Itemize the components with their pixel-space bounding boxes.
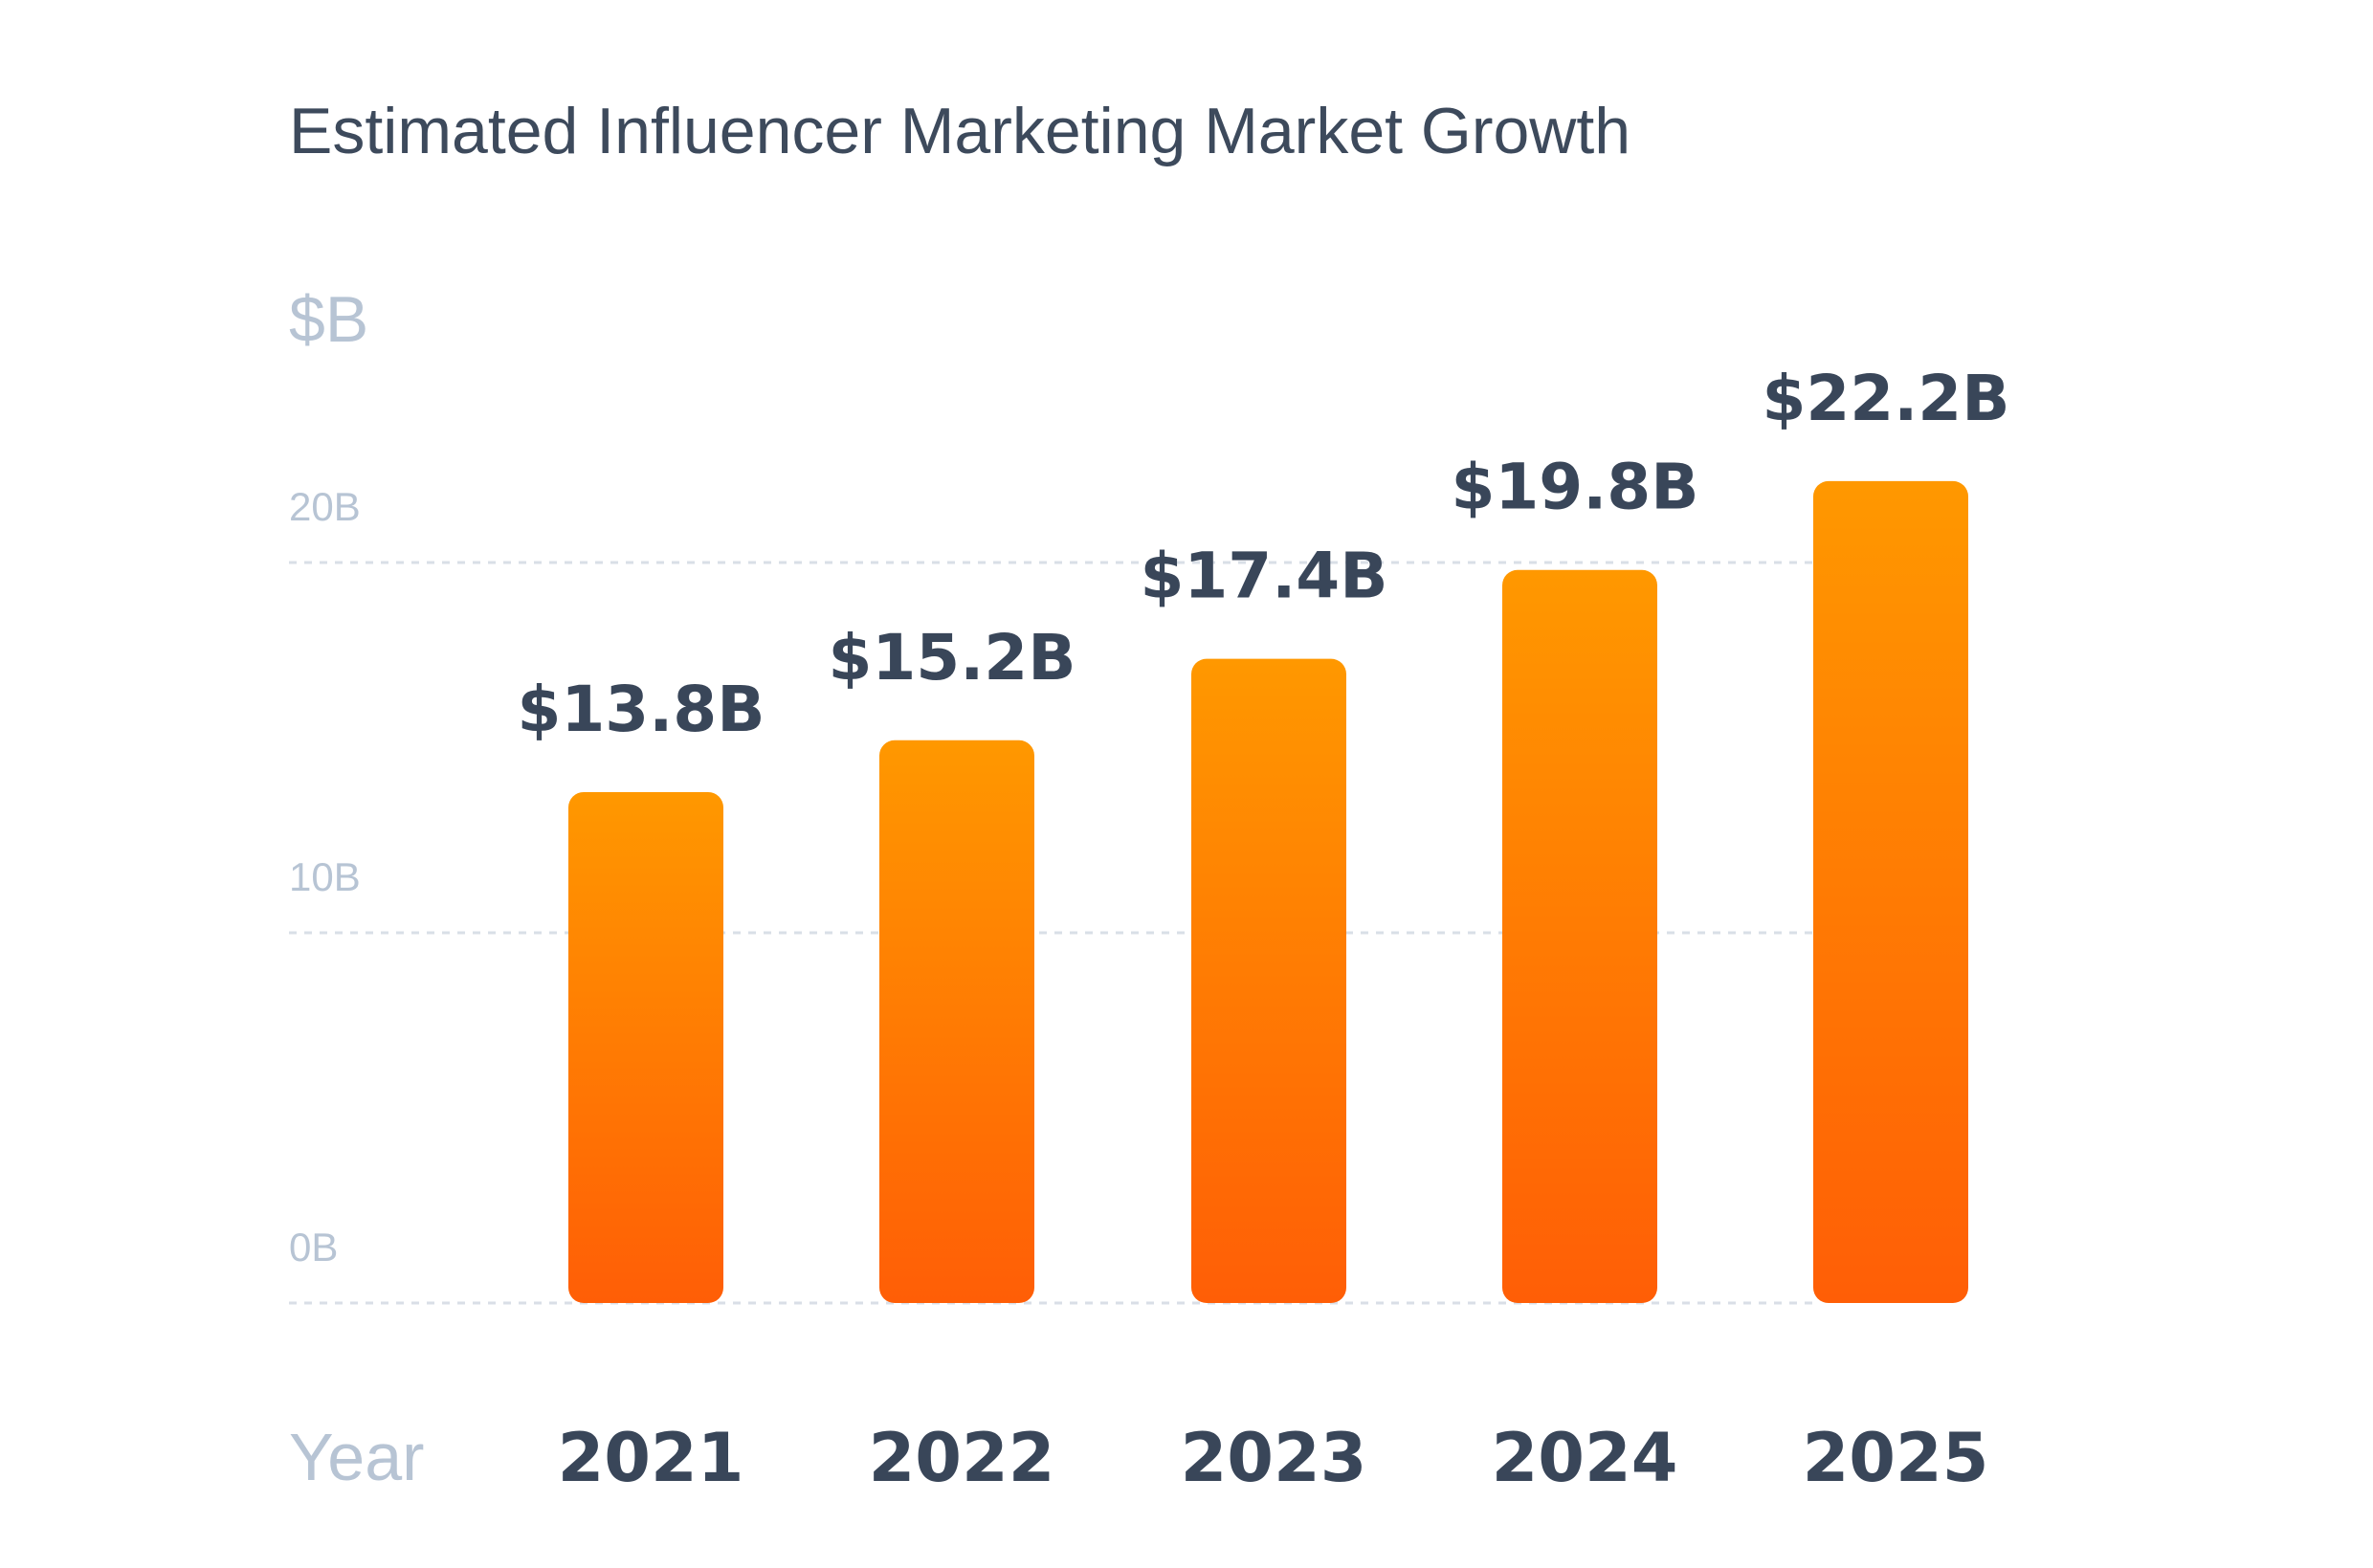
category-label: 2024 [1492, 1419, 1678, 1497]
x-axis-label: Year [289, 1420, 424, 1494]
bar [1191, 658, 1346, 1303]
bar-value-label: $22.2B [1762, 362, 2009, 435]
y-axis-ticks: 0B 10B 20B [289, 484, 361, 1270]
bar-value-label: $19.8B [1451, 451, 1698, 524]
value-labels: $13.8B $15.2B $17.4B $19.8B $22.2B [517, 362, 2009, 746]
bar-value-label: $13.8B [517, 673, 765, 746]
bar-value-label: $17.4B [1140, 540, 1387, 613]
bar-value-label: $15.2B [828, 621, 1076, 695]
category-label: 2022 [869, 1419, 1055, 1497]
category-label: 2021 [558, 1419, 744, 1497]
category-label: 2025 [1803, 1419, 1989, 1497]
bars [568, 480, 1968, 1303]
y-tick-label: 0B [289, 1225, 338, 1270]
y-axis-unit-label: $B [289, 283, 368, 356]
y-tick-label: 20B [289, 484, 361, 529]
chart-title: Estimated Influencer Marketing Market Gr… [289, 95, 1630, 167]
bar [879, 740, 1034, 1303]
bar [1502, 569, 1657, 1303]
bar [568, 791, 723, 1303]
category-label: 2023 [1181, 1419, 1367, 1497]
x-axis-category-labels: 2021 2022 2023 2024 2025 [558, 1419, 1989, 1497]
bar [1813, 480, 1968, 1303]
y-tick-label: 10B [289, 854, 361, 899]
